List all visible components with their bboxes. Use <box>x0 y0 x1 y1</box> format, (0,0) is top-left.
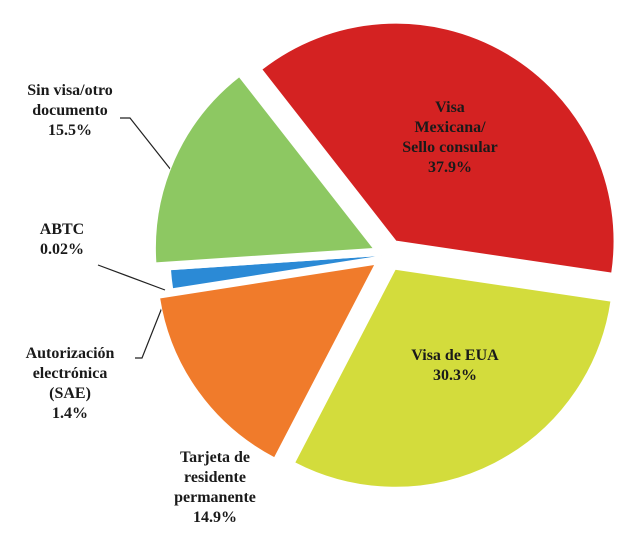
slice-value-label: 37.9% <box>428 159 472 176</box>
slice-label: Visa Mexicana/Sello consular <box>402 99 498 156</box>
slice-value-label: 0.02% <box>40 241 84 258</box>
pie-slice <box>159 263 376 459</box>
slice-value-label: 15.5% <box>48 122 92 139</box>
leader-line <box>120 117 176 176</box>
slice-label: Sin visa/otro documento <box>27 82 113 119</box>
pie-slice <box>294 268 612 488</box>
slice-label: Autorización electrónica (SAE) <box>26 345 115 402</box>
pie-slice <box>154 75 375 264</box>
pie-slice <box>169 254 389 271</box>
slice-label: Tarjeta de residente permanente <box>174 449 256 506</box>
slice-value-label: 30.3% <box>433 367 477 384</box>
leader-line <box>97 264 166 291</box>
leader-line <box>135 299 166 359</box>
slice-label: Visa de EUA <box>411 347 499 364</box>
pie-slice <box>261 22 615 274</box>
slice-value-label: 14.9% <box>193 509 237 526</box>
slice-value-label: 1.4% <box>52 405 88 422</box>
slice-label: ABTC <box>40 221 84 238</box>
